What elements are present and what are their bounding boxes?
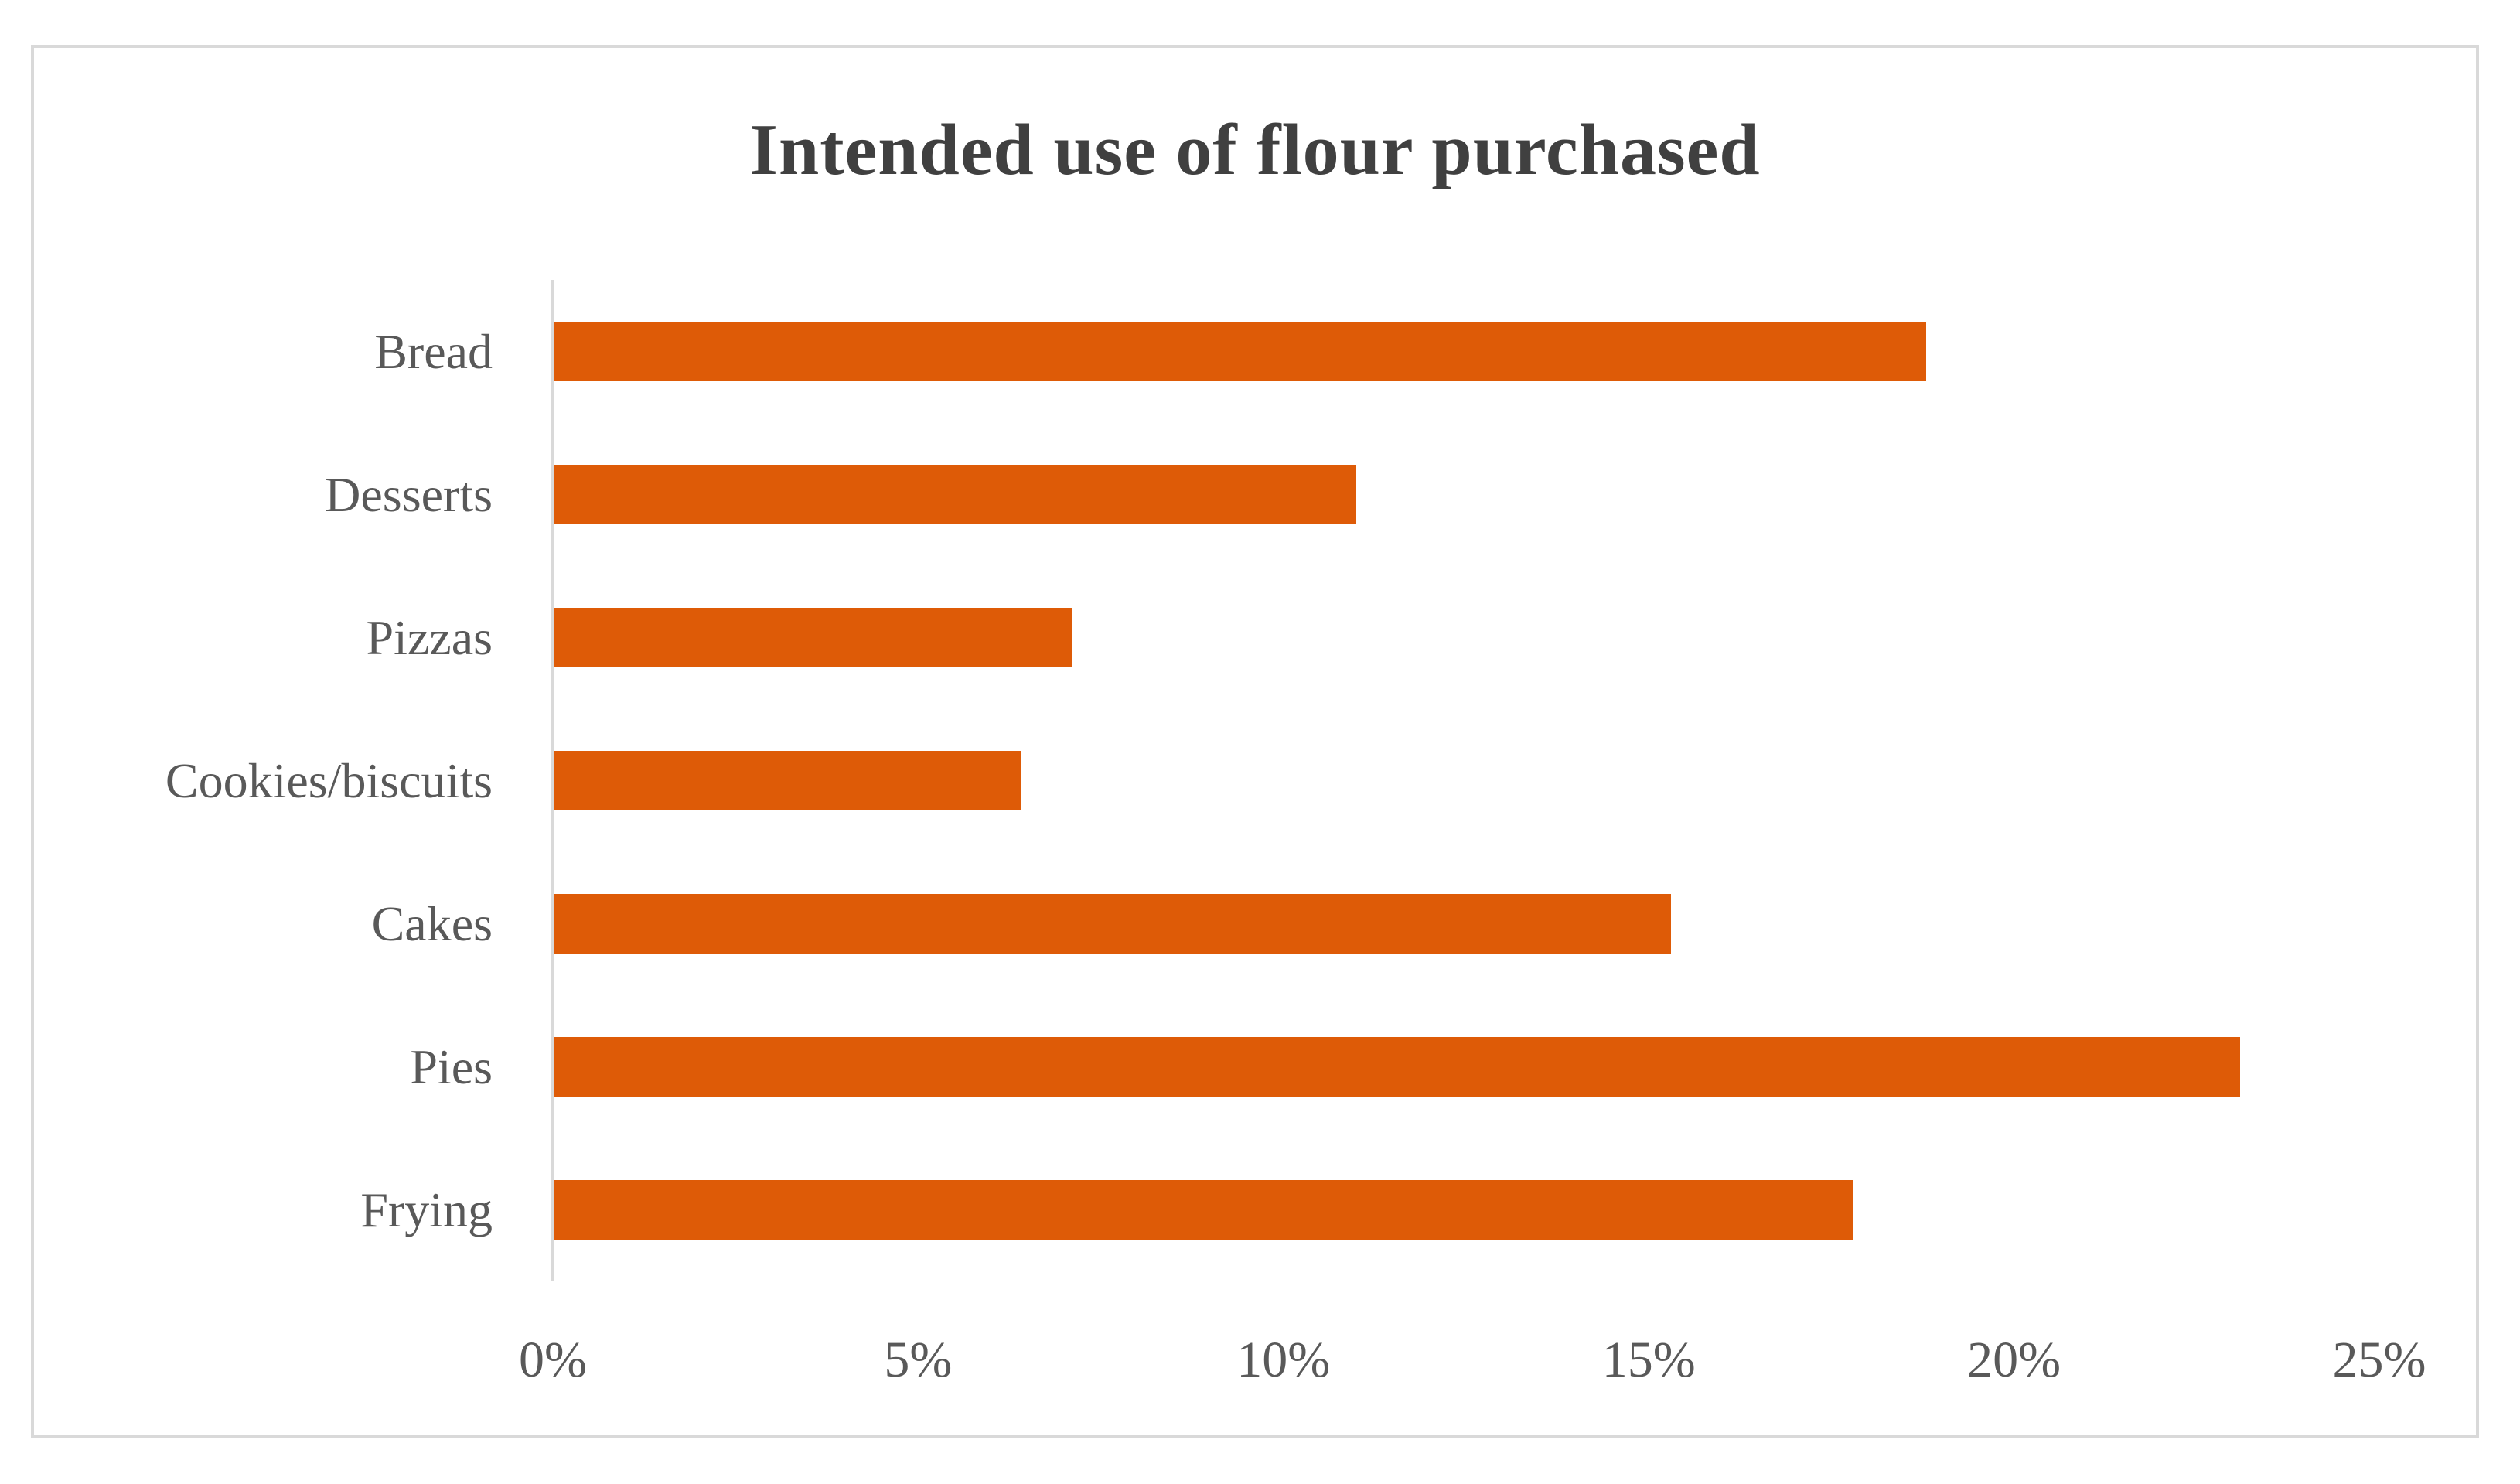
bar-row: Pizzas xyxy=(34,566,2379,709)
bar xyxy=(553,608,1072,667)
bar-track xyxy=(553,566,2379,709)
bar-row: Pies xyxy=(34,995,2379,1138)
bar-row: Cookies/biscuits xyxy=(34,709,2379,852)
bar-row: Desserts xyxy=(34,423,2379,566)
bar xyxy=(553,322,1927,381)
bar-track xyxy=(553,852,2379,995)
bar-row: Bread xyxy=(34,280,2379,423)
chart-frame: Intended use of flour purchased Bread De… xyxy=(31,45,2479,1438)
x-axis-tick-label: 0% xyxy=(519,1332,587,1388)
x-axis-tick-label: 5% xyxy=(884,1332,953,1388)
x-axis-tick-label: 20% xyxy=(1967,1332,2061,1388)
chart-title: Intended use of flour purchased xyxy=(749,110,1761,190)
bar xyxy=(553,894,1671,954)
bar-track xyxy=(553,423,2379,566)
x-axis-tick-label: 15% xyxy=(1601,1332,1696,1388)
category-label: Pies xyxy=(410,1039,493,1094)
bar-track xyxy=(553,280,2379,423)
bar xyxy=(553,1180,1853,1240)
x-axis-tick-label: 25% xyxy=(2332,1332,2426,1388)
y-axis-line xyxy=(551,280,554,1281)
bar-track xyxy=(553,1138,2379,1281)
bar xyxy=(553,1037,2241,1097)
bar xyxy=(553,751,1021,810)
category-label: Bread xyxy=(374,323,493,379)
x-axis: 0% 5% 10% 15% 20% 25% xyxy=(519,1329,2426,1392)
category-label: Cakes xyxy=(371,896,493,951)
bar-track xyxy=(553,995,2379,1138)
category-label: Desserts xyxy=(325,466,493,522)
plot-area: Bread Desserts Pizzas Cookies/biscuits C… xyxy=(34,280,2379,1281)
category-label: Cookies/biscuits xyxy=(165,752,493,808)
category-label: Pizzas xyxy=(366,609,493,665)
category-label: Frying xyxy=(360,1182,493,1237)
bar-track xyxy=(553,709,2379,852)
x-axis-tick-label: 10% xyxy=(1236,1332,1331,1388)
bar-row: Cakes xyxy=(34,852,2379,995)
bar xyxy=(553,465,1357,524)
bar-row: Frying xyxy=(34,1138,2379,1281)
